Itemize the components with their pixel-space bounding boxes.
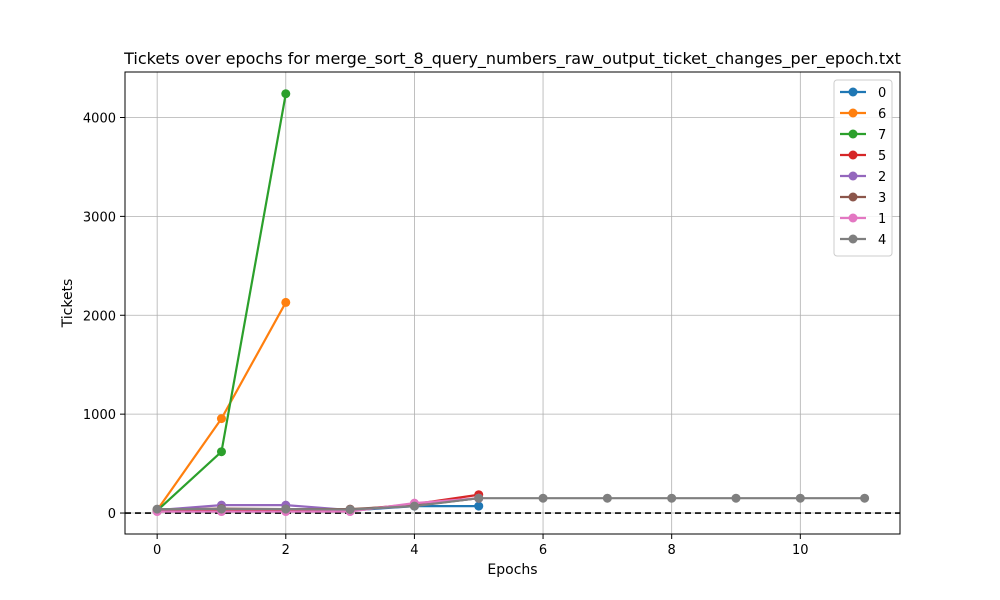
series-line-4 bbox=[157, 497, 865, 511]
x-tick-label: 6 bbox=[539, 543, 547, 558]
series-4 bbox=[152, 493, 870, 515]
data-point-4 bbox=[795, 493, 805, 503]
y-axis-label: Tickets bbox=[60, 279, 76, 329]
data-point-4 bbox=[602, 493, 612, 503]
data-point-6 bbox=[281, 297, 291, 307]
legend-item-5: 5 bbox=[840, 149, 886, 164]
data-point-4 bbox=[409, 501, 419, 511]
data-point-4 bbox=[152, 504, 162, 514]
y-tick-label: 1000 bbox=[83, 408, 116, 423]
legend-swatch-marker bbox=[848, 171, 858, 181]
legend-label: 4 bbox=[878, 233, 886, 248]
legend-swatch-marker bbox=[848, 213, 858, 223]
legend-item-2: 2 bbox=[840, 170, 886, 185]
chart-title: Tickets over epochs for merge_sort_8_que… bbox=[123, 49, 901, 69]
data-point-4 bbox=[538, 493, 548, 503]
legend-label: 6 bbox=[878, 107, 886, 122]
y-tick-label: 3000 bbox=[83, 210, 116, 225]
series-line-1 bbox=[157, 497, 479, 513]
legend-swatch-marker bbox=[848, 150, 858, 160]
x-axis-label: Epochs bbox=[487, 562, 537, 578]
legend-item-0: 0 bbox=[840, 86, 886, 101]
legend-item-3: 3 bbox=[840, 191, 886, 206]
x-tick-label: 8 bbox=[668, 543, 676, 558]
legend-swatch-marker bbox=[848, 192, 858, 202]
plot-frame bbox=[124, 71, 901, 535]
legend-swatch-marker bbox=[848, 87, 858, 97]
data-point-7 bbox=[281, 89, 291, 99]
data-point-4 bbox=[667, 493, 677, 503]
data-point-0 bbox=[474, 501, 484, 511]
x-tick-label: 4 bbox=[410, 543, 418, 558]
legend-label: 2 bbox=[878, 170, 886, 185]
y-tick-label: 0 bbox=[108, 507, 116, 522]
legend-swatch-marker bbox=[848, 234, 858, 244]
series-layer bbox=[152, 89, 870, 517]
legend-item-1: 1 bbox=[840, 212, 886, 227]
data-point-4 bbox=[216, 504, 226, 514]
legend-swatch-marker bbox=[848, 129, 858, 139]
legend-label: 1 bbox=[878, 212, 886, 227]
legend-label: 0 bbox=[878, 86, 886, 101]
x-tick-label: 2 bbox=[282, 543, 290, 558]
data-point-7 bbox=[216, 447, 226, 457]
data-point-4 bbox=[731, 493, 741, 503]
legend-label: 3 bbox=[878, 191, 886, 206]
legend-box bbox=[833, 79, 893, 257]
data-point-4 bbox=[860, 493, 870, 503]
data-point-4 bbox=[474, 493, 484, 503]
legend-swatch-marker bbox=[848, 108, 858, 118]
legend: 0 6 7 5 2 3 1 4 bbox=[833, 79, 893, 257]
legend-item-4: 4 bbox=[840, 233, 886, 248]
y-tick-label: 4000 bbox=[83, 111, 116, 126]
legend-item-7: 7 bbox=[840, 128, 886, 143]
data-point-4 bbox=[345, 505, 355, 515]
y-tick-label: 2000 bbox=[83, 309, 116, 324]
x-tick-label: 10 bbox=[792, 543, 809, 558]
legend-item-6: 6 bbox=[840, 107, 886, 122]
legend-label: 5 bbox=[878, 149, 886, 164]
axis-ticks: 0 2 4 6 8 10 0 1000 2000 3000 4000 bbox=[83, 111, 809, 558]
data-point-6 bbox=[216, 414, 226, 424]
x-tick-label: 0 bbox=[153, 543, 161, 558]
legend-label: 7 bbox=[878, 128, 886, 143]
data-point-4 bbox=[281, 504, 291, 514]
